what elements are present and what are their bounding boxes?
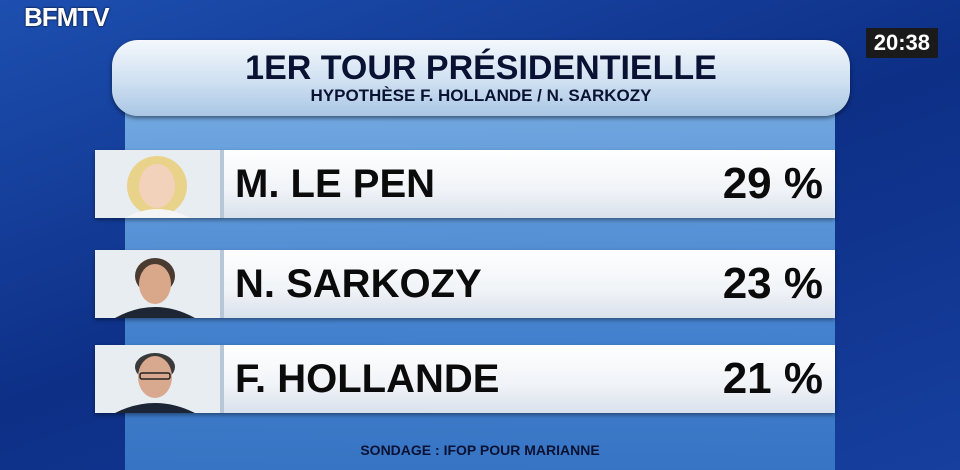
candidate-score: 23 % bbox=[722, 259, 823, 308]
result-row: F. HOLLANDE 21 % bbox=[95, 345, 835, 413]
candidate-name: F. HOLLANDE bbox=[235, 357, 500, 401]
candidate-score: 21 % bbox=[722, 354, 823, 403]
result-row: M. LE PEN 29 % bbox=[95, 150, 835, 218]
clock: 20:38 bbox=[865, 28, 938, 58]
subtitle: HYPOTHÈSE F. HOLLANDE / N. SARKOZY bbox=[310, 86, 652, 105]
channel-logo: BFMTV bbox=[24, 2, 110, 32]
portrait bbox=[95, 150, 224, 218]
footer-source: SONDAGE : IFOP POUR MARIANNE bbox=[360, 442, 600, 458]
title-bar: 1ER TOUR PRÉSIDENTIELLE HYPOTHÈSE F. HOL… bbox=[112, 40, 850, 116]
title: 1ER TOUR PRÉSIDENTIELLE bbox=[245, 49, 717, 87]
candidate-name: M. LE PEN bbox=[235, 162, 436, 206]
portrait bbox=[95, 345, 224, 413]
candidate-score: 29 % bbox=[722, 159, 823, 208]
portrait bbox=[95, 250, 224, 318]
result-row: N. SARKOZY 23 % bbox=[95, 250, 835, 318]
candidate-name: N. SARKOZY bbox=[235, 262, 482, 306]
